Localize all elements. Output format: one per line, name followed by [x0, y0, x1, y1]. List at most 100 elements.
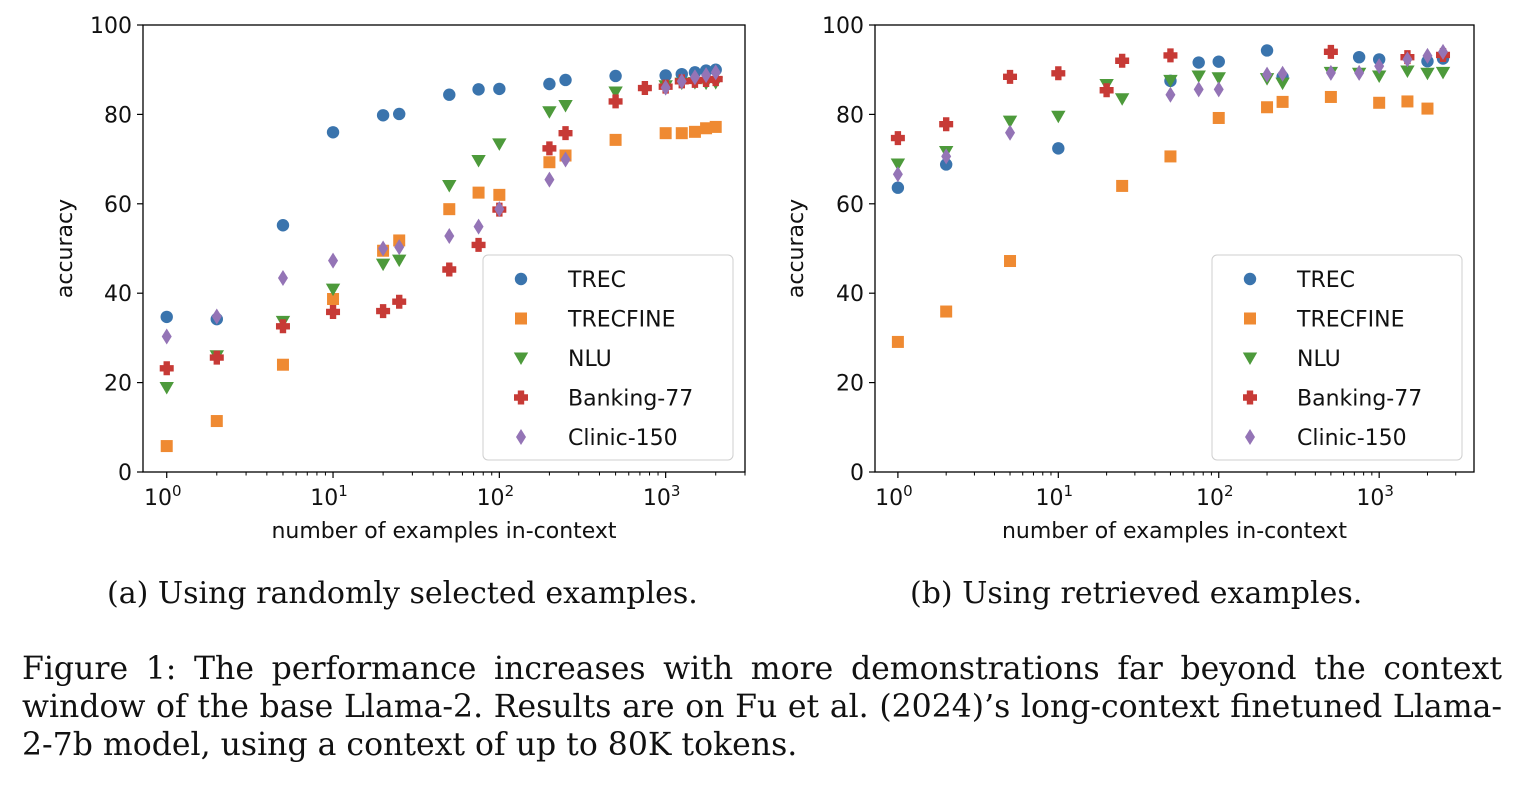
- legend-label: TRECFINE: [1296, 308, 1405, 333]
- data-point: [939, 158, 953, 171]
- data-point: [326, 304, 341, 319]
- data-point: [1400, 65, 1415, 79]
- y-tick-label: 80: [836, 103, 864, 128]
- x-tick-label: 101: [1036, 482, 1074, 511]
- legend-marker: [514, 390, 528, 405]
- data-point: [710, 64, 721, 81]
- data-point: [542, 141, 557, 156]
- data-point: [543, 156, 556, 169]
- data-point: [442, 179, 457, 193]
- data-point: [392, 294, 407, 309]
- x-tick-label: 100: [875, 482, 913, 511]
- data-point: [676, 73, 687, 90]
- data-point: [1192, 56, 1205, 69]
- data-point: [941, 148, 952, 165]
- data-point: [1420, 67, 1435, 81]
- x-tick-label: 103: [643, 482, 681, 511]
- data-point: [1261, 101, 1274, 114]
- data-point: [559, 73, 572, 87]
- y-tick-label: 100: [90, 14, 132, 39]
- data-point: [675, 127, 688, 140]
- data-point: [609, 133, 622, 146]
- data-point: [159, 361, 174, 376]
- legend-marker: [514, 272, 528, 286]
- legend-box: [1211, 254, 1463, 461]
- data-point: [472, 83, 485, 96]
- data-point: [1164, 150, 1177, 163]
- series-trecfine: [160, 120, 722, 453]
- data-point: [471, 237, 486, 252]
- y-tick-label: 40: [104, 282, 132, 307]
- legend-label: TRECFINE: [567, 308, 676, 333]
- legend-marker: [515, 312, 527, 325]
- data-point: [1191, 70, 1206, 83]
- data-point: [375, 258, 391, 272]
- data-point: [689, 69, 700, 86]
- data-point: [544, 171, 555, 188]
- data-point: [1004, 255, 1017, 268]
- data-point: [1275, 77, 1290, 91]
- data-point: [1262, 66, 1273, 83]
- data-point: [275, 319, 290, 334]
- data-point: [160, 310, 173, 324]
- y-axis-label: accuracy: [53, 199, 78, 298]
- legend-label: Clinic-150: [1297, 426, 1407, 451]
- data-point: [542, 106, 557, 119]
- legend-marker: [513, 352, 529, 365]
- data-point: [1401, 95, 1414, 108]
- data-point: [492, 138, 507, 151]
- figure-caption-label: Figure 1:: [22, 651, 177, 687]
- data-point: [276, 219, 290, 232]
- data-point: [608, 86, 623, 100]
- data-point: [1435, 66, 1451, 80]
- data-point: [443, 88, 456, 101]
- data-point: [1163, 48, 1178, 63]
- data-point: [444, 227, 455, 244]
- data-point: [1422, 47, 1433, 64]
- data-point: [392, 254, 407, 268]
- data-point: [378, 240, 389, 257]
- data-point: [660, 79, 671, 96]
- data-point: [276, 358, 289, 371]
- legend-label: Banking-77: [568, 387, 693, 412]
- data-point: [160, 440, 173, 453]
- data-point: [939, 117, 954, 132]
- x-tick-label: 102: [477, 482, 515, 511]
- data-point: [376, 109, 390, 122]
- data-point: [493, 82, 506, 96]
- data-point: [494, 201, 505, 218]
- legend-marker: [1242, 352, 1258, 365]
- data-point: [394, 239, 405, 256]
- data-point: [327, 293, 340, 306]
- x-tick-label: 103: [1356, 482, 1394, 511]
- plot-frame: [142, 24, 746, 473]
- x-tick-label: 102: [1196, 482, 1234, 511]
- y-tick-label: 40: [836, 282, 864, 307]
- data-point: [1005, 124, 1016, 141]
- data-point: [1212, 111, 1225, 124]
- data-point: [326, 126, 340, 139]
- data-point: [1163, 74, 1178, 88]
- data-point: [1276, 95, 1289, 108]
- figure-caption-text: The performance increases with more demo…: [22, 651, 1502, 763]
- data-point: [709, 120, 722, 133]
- series-clinic-150: [161, 64, 721, 345]
- data-point: [159, 382, 174, 395]
- y-axis-label: accuracy: [784, 199, 809, 298]
- data-point: [543, 77, 556, 91]
- data-point: [1352, 50, 1366, 64]
- figure-caption: Figure 1: The performance increases with…: [22, 650, 1502, 764]
- legend-label: TREC: [567, 268, 626, 293]
- legend-label: TREC: [1296, 268, 1355, 293]
- data-point: [1323, 44, 1338, 59]
- data-point: [443, 203, 456, 216]
- data-point: [1002, 115, 1018, 129]
- legend-marker: [516, 429, 526, 445]
- data-point: [1260, 44, 1274, 57]
- legend-label: Clinic-150: [568, 426, 678, 451]
- data-point: [558, 126, 573, 141]
- data-point: [1116, 179, 1129, 192]
- chart-panel-b: 0 20 40 60 80 100 100 101 102 103 number of exampl…: [784, 14, 1475, 544]
- data-point: [376, 304, 391, 319]
